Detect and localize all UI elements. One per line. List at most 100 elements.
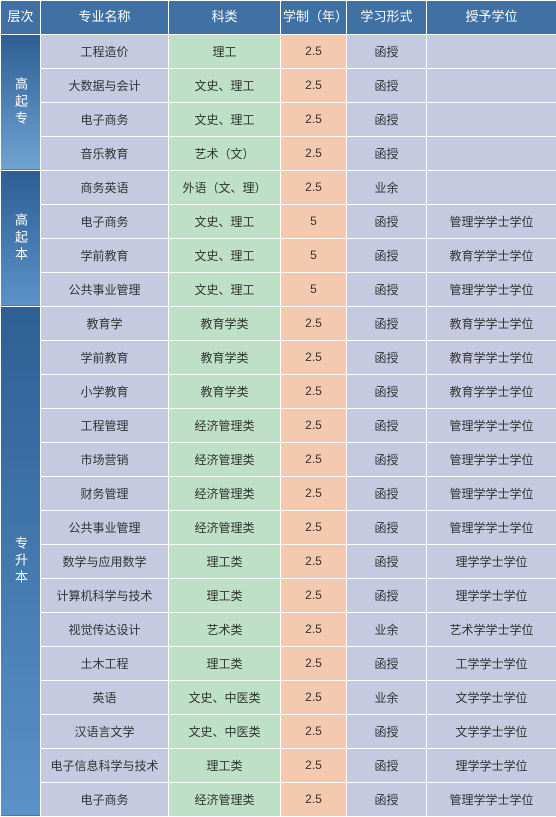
degree-cell: 管理学学士学位 bbox=[427, 408, 556, 442]
table-row: 大数据与会计文史、理工2.5函授 bbox=[1, 68, 556, 102]
mode-cell: 业余 bbox=[347, 680, 427, 714]
mode-cell: 函授 bbox=[347, 408, 427, 442]
mode-cell: 函授 bbox=[347, 578, 427, 612]
degree-cell: 理学学士学位 bbox=[427, 578, 556, 612]
level-cell: 专升本 bbox=[1, 306, 41, 816]
mode-cell: 函授 bbox=[347, 374, 427, 408]
degree-cell bbox=[427, 170, 556, 204]
major-cell: 公共事业管理 bbox=[41, 272, 169, 306]
mode-cell: 函授 bbox=[347, 136, 427, 170]
degree-cell: 管理学学士学位 bbox=[427, 272, 556, 306]
header-degree: 授予学位 bbox=[427, 1, 556, 35]
degree-cell: 文学学士学位 bbox=[427, 680, 556, 714]
header-level: 层次 bbox=[1, 1, 41, 35]
subject-cell: 理工类 bbox=[169, 544, 281, 578]
duration-cell: 2.5 bbox=[281, 374, 347, 408]
degree-cell: 管理学学士学位 bbox=[427, 782, 556, 816]
table-row: 学前教育教育学类2.5函授教育学学士学位 bbox=[1, 340, 556, 374]
header-major: 专业名称 bbox=[41, 1, 169, 35]
major-cell: 财务管理 bbox=[41, 476, 169, 510]
degree-cell bbox=[427, 102, 556, 136]
degree-cell: 艺术学学士学位 bbox=[427, 612, 556, 646]
subject-cell: 文史、理工 bbox=[169, 272, 281, 306]
duration-cell: 2.5 bbox=[281, 34, 347, 68]
degree-cell: 教育学学士学位 bbox=[427, 340, 556, 374]
table-row: 计算机科学与技术理工类2.5函授理学学士学位 bbox=[1, 578, 556, 612]
duration-cell: 2.5 bbox=[281, 680, 347, 714]
duration-cell: 5 bbox=[281, 238, 347, 272]
table-row: 财务管理经济管理类2.5函授管理学学士学位 bbox=[1, 476, 556, 510]
major-cell: 音乐教育 bbox=[41, 136, 169, 170]
duration-cell: 2.5 bbox=[281, 782, 347, 816]
mode-cell: 函授 bbox=[347, 510, 427, 544]
major-cell: 工程造价 bbox=[41, 34, 169, 68]
duration-cell: 2.5 bbox=[281, 170, 347, 204]
major-cell: 电子商务 bbox=[41, 204, 169, 238]
mode-cell: 函授 bbox=[347, 306, 427, 340]
degree-cell: 管理学学士学位 bbox=[427, 204, 556, 238]
degree-cell: 工学学士学位 bbox=[427, 646, 556, 680]
mode-cell: 函授 bbox=[347, 102, 427, 136]
header-mode: 学习形式 bbox=[347, 1, 427, 35]
mode-cell: 业余 bbox=[347, 170, 427, 204]
duration-cell: 2.5 bbox=[281, 476, 347, 510]
mode-cell: 函授 bbox=[347, 340, 427, 374]
major-cell: 土木工程 bbox=[41, 646, 169, 680]
major-cell: 小学教育 bbox=[41, 374, 169, 408]
mode-cell: 函授 bbox=[347, 68, 427, 102]
subject-cell: 艺术类 bbox=[169, 612, 281, 646]
table-row: 电子信息科学与技术理工类2.5函授理学学士学位 bbox=[1, 748, 556, 782]
programs-table: 层次 专业名称 科类 学制（年） 学习形式 授予学位 高起专工程造价理工2.5函… bbox=[0, 0, 556, 817]
duration-cell: 2.5 bbox=[281, 68, 347, 102]
table-row: 英语文史、中医类2.5业余文学学士学位 bbox=[1, 680, 556, 714]
subject-cell: 文史、中医类 bbox=[169, 680, 281, 714]
subject-cell: 文史、理工 bbox=[169, 238, 281, 272]
table-row: 数学与应用数学理工类2.5函授理学学士学位 bbox=[1, 544, 556, 578]
mode-cell: 函授 bbox=[347, 204, 427, 238]
degree-cell: 教育学学士学位 bbox=[427, 306, 556, 340]
subject-cell: 文史、理工 bbox=[169, 204, 281, 238]
duration-cell: 2.5 bbox=[281, 748, 347, 782]
table-container: 层次 专业名称 科类 学制（年） 学习形式 授予学位 高起专工程造价理工2.5函… bbox=[0, 0, 556, 817]
degree-cell: 管理学学士学位 bbox=[427, 510, 556, 544]
mode-cell: 函授 bbox=[347, 442, 427, 476]
header-duration: 学制（年） bbox=[281, 1, 347, 35]
major-cell: 电子商务 bbox=[41, 782, 169, 816]
subject-cell: 经济管理类 bbox=[169, 442, 281, 476]
table-row: 土木工程理工类2.5函授工学学士学位 bbox=[1, 646, 556, 680]
table-row: 工程管理经济管理类2.5函授管理学学士学位 bbox=[1, 408, 556, 442]
major-cell: 教育学 bbox=[41, 306, 169, 340]
mode-cell: 业余 bbox=[347, 612, 427, 646]
major-cell: 视觉传达设计 bbox=[41, 612, 169, 646]
mode-cell: 函授 bbox=[347, 782, 427, 816]
mode-cell: 函授 bbox=[347, 714, 427, 748]
table-row: 专升本教育学教育学类2.5函授教育学学士学位 bbox=[1, 306, 556, 340]
level-cell: 高起专 bbox=[1, 34, 41, 170]
duration-cell: 2.5 bbox=[281, 136, 347, 170]
subject-cell: 外语（文、理） bbox=[169, 170, 281, 204]
subject-cell: 教育学类 bbox=[169, 340, 281, 374]
subject-cell: 教育学类 bbox=[169, 374, 281, 408]
degree-cell: 理学学士学位 bbox=[427, 544, 556, 578]
degree-cell: 文学学士学位 bbox=[427, 714, 556, 748]
mode-cell: 函授 bbox=[347, 34, 427, 68]
table-row: 视觉传达设计艺术类2.5业余艺术学学士学位 bbox=[1, 612, 556, 646]
major-cell: 大数据与会计 bbox=[41, 68, 169, 102]
duration-cell: 2.5 bbox=[281, 102, 347, 136]
major-cell: 电子信息科学与技术 bbox=[41, 748, 169, 782]
duration-cell: 2.5 bbox=[281, 510, 347, 544]
table-row: 市场营销经济管理类2.5函授管理学学士学位 bbox=[1, 442, 556, 476]
major-cell: 工程管理 bbox=[41, 408, 169, 442]
header-subject: 科类 bbox=[169, 1, 281, 35]
duration-cell: 2.5 bbox=[281, 442, 347, 476]
subject-cell: 理工类 bbox=[169, 578, 281, 612]
degree-cell bbox=[427, 68, 556, 102]
mode-cell: 函授 bbox=[347, 646, 427, 680]
table-row: 音乐教育艺术（文）2.5函授 bbox=[1, 136, 556, 170]
table-row: 高起本商务英语外语（文、理）2.5业余 bbox=[1, 170, 556, 204]
degree-cell: 管理学学士学位 bbox=[427, 476, 556, 510]
duration-cell: 2.5 bbox=[281, 714, 347, 748]
subject-cell: 经济管理类 bbox=[169, 510, 281, 544]
degree-cell bbox=[427, 136, 556, 170]
table-body: 高起专工程造价理工2.5函授大数据与会计文史、理工2.5函授电子商务文史、理工2… bbox=[1, 34, 556, 816]
